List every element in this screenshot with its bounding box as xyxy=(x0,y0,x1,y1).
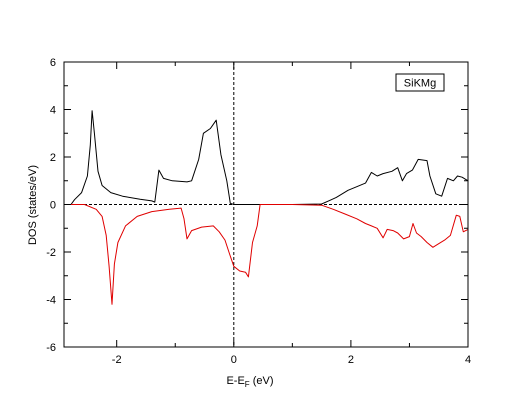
y-tick-label: -4 xyxy=(46,295,56,307)
x-axis-title-unit: (eV) xyxy=(250,375,274,387)
x-axis-title-subscript: F xyxy=(245,380,250,389)
plot-area xyxy=(63,61,469,348)
axis-ticks xyxy=(64,61,469,348)
x-axis-title-main: E-E xyxy=(226,375,244,387)
y-axis-title: DOS (states/eV) xyxy=(27,165,39,245)
x-tick-label: 0 xyxy=(231,354,237,366)
y-tick-label: 4 xyxy=(50,105,56,117)
y-tick-label: 0 xyxy=(50,200,56,212)
y-tick-label: 2 xyxy=(50,152,56,164)
y-tick-label: -2 xyxy=(46,247,56,259)
axis-labels: -2 0 2 4 -6 -4 -2 0 2 4 6 xyxy=(46,57,471,366)
y-tick-label: -6 xyxy=(46,342,56,354)
x-axis-title: E-EF (eV) xyxy=(226,375,273,389)
x-tick-label: 2 xyxy=(348,354,354,366)
x-tick-label: -2 xyxy=(112,354,122,366)
legend-entry-label: SiKMg xyxy=(404,78,436,90)
y-tick-label: 6 xyxy=(50,57,56,69)
spin-up-dos-line xyxy=(70,110,469,205)
x-tick-label: 4 xyxy=(465,354,471,366)
legend-frame xyxy=(395,73,445,92)
legend-box: SiKMg xyxy=(395,73,445,92)
spin-down-dos-line xyxy=(69,204,469,305)
